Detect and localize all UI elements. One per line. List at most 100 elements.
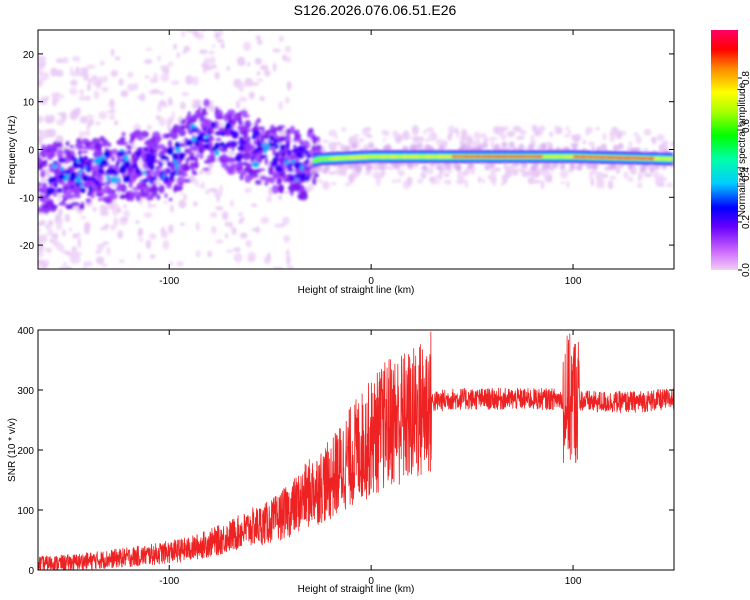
heatmap-noise-cell <box>480 133 488 139</box>
heatmap-noise-cell <box>556 126 563 135</box>
heatmap-mid-cell <box>176 176 186 185</box>
heatmap-noise-cell <box>160 64 168 71</box>
heatmap-mid-cell <box>203 98 210 108</box>
heatmap-noise-cell <box>595 126 600 131</box>
heatmap-strong-cell <box>194 140 199 146</box>
heatmap-noise-cell <box>193 30 199 38</box>
heatmap-noise-cell <box>61 56 69 64</box>
heatmap-strong-cell <box>98 155 106 160</box>
heatmap-halo-cell <box>569 162 576 170</box>
heatmap-strong-cell <box>284 160 290 165</box>
heatmap-halo-cell <box>547 144 554 152</box>
heatmap-mid-cell <box>275 126 283 132</box>
heatmap-mid-cell <box>87 191 91 197</box>
heatmap-noise-cell <box>257 39 263 45</box>
snr-xtick-label: 0 <box>368 576 374 587</box>
heatmap-strong-cell <box>214 149 220 156</box>
heatmap-halo-cell <box>411 144 418 152</box>
heatmap-noise-cell <box>370 164 380 171</box>
heatmap-mid-cell <box>232 115 238 122</box>
heatmap-noise-cell <box>85 114 94 118</box>
heatmap-noise-cell <box>70 79 78 87</box>
heatmap-noise-cell <box>560 181 565 185</box>
heatmap-noise-cell <box>607 180 614 190</box>
heatmap-noise-cell <box>658 143 667 152</box>
heatmap-noise-cell <box>87 78 93 84</box>
heatmap-strong-cell <box>222 144 228 150</box>
heatmap-mid-cell <box>241 113 250 118</box>
heatmap-noise-cell <box>70 272 76 279</box>
heatmap-strong-cell <box>81 158 85 165</box>
heatmap-noise-cell <box>75 66 80 74</box>
snr-ytick-label: 200 <box>17 446 34 457</box>
heatmap-noise-cell <box>609 130 615 138</box>
heatmap-halo-cell <box>482 141 489 149</box>
heatmap-noise-cell <box>633 131 639 137</box>
heatmap-mid-cell <box>56 149 64 159</box>
heatmap-mid-cell <box>94 142 102 150</box>
heatmap-halo-cell <box>591 163 598 171</box>
heatmap-noise-cell <box>245 239 252 248</box>
snr-series-line <box>38 331 674 570</box>
heatmap-strong-cell <box>274 158 278 166</box>
heatmap-mid-cell <box>103 185 112 194</box>
snr-ytick-label: 400 <box>17 326 34 337</box>
heatmap-strong-cell <box>115 160 120 168</box>
heatmap-noise-cell <box>144 75 150 79</box>
heatmap-noise-cell <box>70 248 79 258</box>
heatmap-noise-cell <box>171 80 180 86</box>
heatmap-noise-cell <box>92 78 99 86</box>
heatmap-noise-cell <box>348 174 354 182</box>
heatmap-mid-cell <box>178 129 187 137</box>
heatmap-strong-cell <box>138 147 142 154</box>
heatmap-mid-cell <box>199 153 204 160</box>
heatmap-noise-cell <box>38 227 41 234</box>
heatmap-mid-cell <box>219 147 224 152</box>
heatmap-noise-cell <box>489 136 498 141</box>
heatmap-mid-cell <box>250 158 255 163</box>
heatmap-noise-cell <box>163 200 168 204</box>
heatmap-strong-cell <box>263 146 268 154</box>
heatmap-noise-cell <box>69 87 78 95</box>
heatmap-mid-cell <box>311 133 316 139</box>
heatmap-noise-cell <box>340 127 347 132</box>
heatmap-noise-cell <box>139 272 148 281</box>
heatmap-noise-cell <box>435 138 445 146</box>
heatmap-noise-cell <box>278 35 284 43</box>
heatmap-noise-cell <box>40 178 49 182</box>
heatmap-strong-cell <box>94 157 102 165</box>
spectrogram-ytick-label: -10 <box>20 193 35 204</box>
heatmap-noise-cell <box>637 170 644 180</box>
heatmap-halo-cell <box>576 163 583 171</box>
heatmap-halo-cell <box>612 144 619 152</box>
heatmap-mid-cell <box>62 197 68 202</box>
heatmap-noise-cell <box>651 136 657 145</box>
heatmap-noise-cell <box>627 176 634 182</box>
heatmap-mid-cell <box>180 119 186 125</box>
snr-ticks: -100 0 100 0 100 200 300 400 <box>17 326 674 587</box>
heatmap-noise-cell <box>183 193 187 201</box>
heatmap-noise-cell <box>268 186 273 197</box>
heatmap-noise-cell <box>38 115 44 122</box>
heatmap-noise-cell <box>506 130 516 138</box>
heatmap-noise-cell <box>478 176 482 183</box>
heatmap-strong-cell <box>52 160 59 165</box>
heatmap-noise-cell <box>52 233 57 239</box>
heatmap-noise-cell <box>160 73 170 82</box>
heatmap-noise-cell <box>59 94 65 99</box>
heatmap-strong-cell <box>268 139 272 144</box>
heatmap-noise-cell <box>93 90 100 100</box>
heatmap-noise-cell <box>602 132 607 141</box>
heatmap-strong-cell <box>98 169 105 175</box>
heatmap-mid-cell <box>180 125 184 131</box>
heatmap-mid-cell <box>187 119 195 125</box>
heatmap-mid-cell <box>40 169 46 179</box>
heatmap-mid-cell <box>272 147 276 157</box>
heatmap-mid-cell <box>206 154 214 163</box>
heatmap-noise-cell <box>566 180 570 189</box>
heatmap-noise-cell <box>83 225 90 235</box>
heatmap-halo-cell <box>600 143 607 151</box>
heatmap-noise-cell <box>180 191 184 196</box>
heatmap-noise-cell <box>116 208 122 213</box>
heatmap-mid-cell <box>40 203 49 209</box>
